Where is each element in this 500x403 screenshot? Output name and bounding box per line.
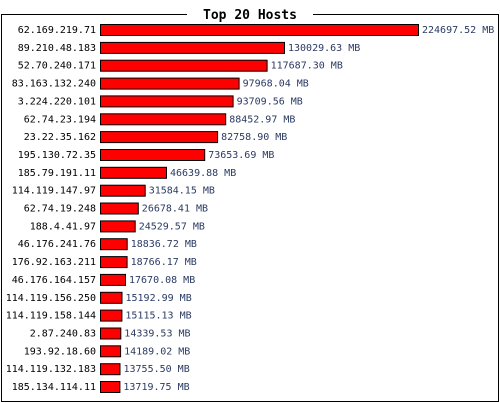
host-label: 23.22.35.162 — [24, 132, 96, 143]
bar — [100, 238, 128, 251]
host-label: 114.119.158.144 — [6, 311, 96, 322]
bar — [100, 41, 285, 54]
bar — [100, 184, 146, 197]
bar — [100, 149, 206, 161]
host-label: 62.169.219.71 — [18, 25, 96, 36]
value-label: 224697.52 MB — [422, 25, 494, 36]
value-label: 15192.99 MB — [126, 293, 192, 304]
value-label: 31584.15 MB — [149, 186, 215, 197]
bar — [100, 24, 419, 36]
value-label: 18836.72 MB — [131, 239, 197, 250]
bar — [100, 113, 227, 126]
value-label: 46639.88 MB — [170, 168, 236, 179]
value-label: 14339.53 MB — [124, 328, 190, 339]
host-label: 195.130.72.35 — [18, 150, 96, 161]
host-label: 62.74.23.194 — [24, 114, 96, 125]
bar — [100, 220, 136, 233]
host-label: 89.210.48.183 — [18, 43, 96, 54]
host-label: 114.119.147.97 — [12, 186, 96, 197]
value-label: 93709.56 MB — [237, 96, 303, 107]
value-label: 97968.04 MB — [243, 79, 309, 90]
bar — [100, 291, 123, 304]
value-label: 88452.97 MB — [229, 114, 295, 125]
bar — [100, 273, 126, 286]
chart-title: Top 20 Hosts — [203, 8, 297, 23]
host-label: 3.224.220.101 — [18, 96, 96, 107]
bar — [100, 256, 128, 269]
value-label: 13755.50 MB — [124, 364, 190, 375]
bar — [100, 381, 121, 393]
value-label: 82758.90 MB — [221, 132, 287, 143]
value-label: 24529.57 MB — [139, 221, 205, 232]
value-label: 15115.13 MB — [125, 311, 191, 322]
value-label: 14189.02 MB — [124, 346, 190, 357]
value-label: 17670.08 MB — [129, 275, 195, 286]
host-label: 46.176.164.157 — [12, 275, 96, 286]
host-label: 46.176.241.76 — [18, 239, 96, 250]
bars-group: 62.169.219.71 224697.52 MB 89.210.48.183 13… — [6, 24, 494, 393]
host-label: 193.92.18.60 — [24, 346, 96, 357]
host-label: 176.92.163.211 — [12, 257, 96, 268]
host-label: 2.87.240.83 — [30, 328, 96, 339]
value-label: 130029.63 MB — [288, 43, 360, 54]
chart-title-background — [187, 5, 313, 23]
value-label: 18766.17 MB — [131, 257, 197, 268]
host-label: 185.79.191.11 — [18, 168, 96, 179]
value-label: 26678.41 MB — [142, 204, 208, 215]
host-label: 185.134.114.11 — [12, 382, 96, 393]
bar — [100, 166, 167, 179]
host-label: 114.119.156.250 — [6, 293, 96, 304]
bar — [100, 202, 139, 215]
host-label: 52.70.240.171 — [18, 61, 96, 72]
bar — [100, 309, 123, 322]
value-label: 117687.30 MB — [271, 61, 343, 72]
bar — [100, 59, 268, 72]
host-label: 188.4.41.97 — [30, 221, 96, 232]
bar — [100, 77, 240, 90]
bar — [100, 95, 234, 108]
host-label: 83.163.132.240 — [12, 79, 96, 90]
host-label: 114.119.132.183 — [6, 364, 96, 375]
value-label: 73653.69 MB — [208, 150, 274, 161]
bar — [100, 131, 219, 144]
bar — [100, 345, 122, 358]
value-label: 13719.75 MB — [123, 382, 189, 393]
bar — [100, 327, 122, 340]
bar — [100, 363, 121, 376]
host-label: 62.74.19.248 — [24, 204, 96, 215]
